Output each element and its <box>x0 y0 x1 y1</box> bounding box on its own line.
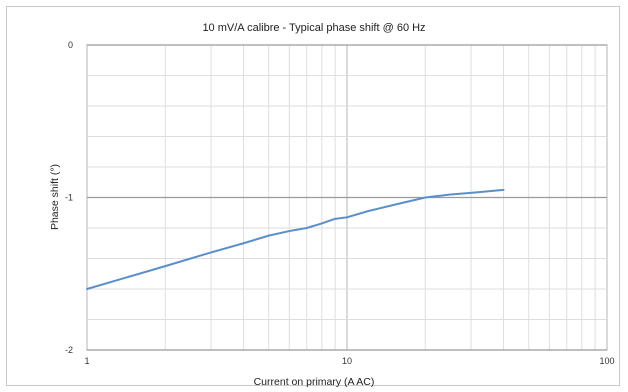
y-tick-label: -2 <box>65 345 73 355</box>
series-layer <box>86 188 505 290</box>
x-ticks: 1 10 100 <box>84 356 614 366</box>
y-axis-label: Phase shift (°) <box>49 164 61 230</box>
grid <box>86 44 608 351</box>
x-tick-label: 10 <box>342 356 352 366</box>
x-tick-label: 1 <box>84 356 89 366</box>
y-tick-label: 0 <box>68 40 73 50</box>
chart-title: 10 mV/A calibre - Typical phase shift @ … <box>202 22 425 34</box>
series-line-0 <box>86 188 505 290</box>
y-ticks: 0 -1 -2 <box>65 40 73 355</box>
x-axis-label: Current on primary (A AC) <box>254 376 375 388</box>
y-tick-label: -1 <box>65 193 73 203</box>
x-tick-label: 100 <box>599 356 614 366</box>
